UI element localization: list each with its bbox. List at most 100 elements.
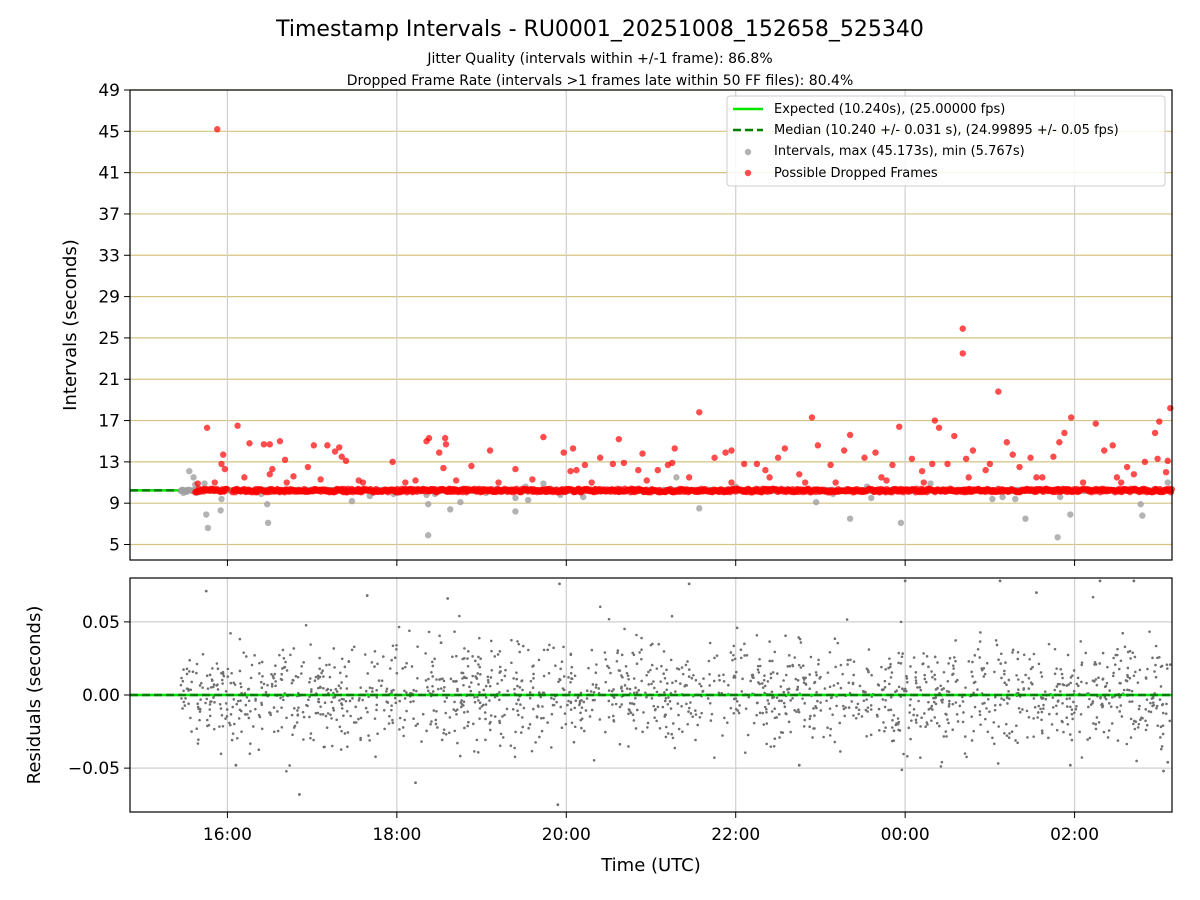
residual-point xyxy=(802,676,805,679)
residual-point xyxy=(1126,688,1129,692)
dropped-frame-point xyxy=(920,479,927,486)
residual-point xyxy=(1111,696,1114,699)
residual-point xyxy=(416,676,419,680)
residual-point xyxy=(1094,727,1098,731)
residual-point xyxy=(1158,698,1162,701)
residual-point xyxy=(656,705,660,709)
residual-point xyxy=(808,687,812,691)
residual-point xyxy=(901,687,904,690)
residual-point xyxy=(905,674,908,678)
legend-median-label: Median (10.240 +/- 0.031 s), (24.99895 +… xyxy=(774,123,1119,138)
residual-point xyxy=(782,690,786,694)
residual-point xyxy=(809,655,813,659)
residual-point xyxy=(550,712,554,716)
residual-point xyxy=(945,713,948,716)
residual-point xyxy=(979,631,982,634)
residual-point xyxy=(280,678,284,682)
residual-point xyxy=(649,668,652,672)
dropped-frame-point xyxy=(762,466,769,474)
residual-point xyxy=(516,709,519,712)
residual-point xyxy=(866,710,869,713)
residual-point xyxy=(1017,707,1021,710)
residual-point xyxy=(484,696,488,699)
residual-point xyxy=(401,726,405,729)
residual-point xyxy=(796,685,800,689)
residual-point xyxy=(775,696,779,699)
residual-point xyxy=(640,679,643,683)
residual-point xyxy=(983,672,987,676)
residual-point xyxy=(394,701,398,705)
residual-point xyxy=(573,674,577,678)
residual-point xyxy=(584,709,588,712)
residual-point xyxy=(1161,711,1165,715)
residual-point xyxy=(878,729,881,732)
residual-point xyxy=(189,716,192,720)
residual-point xyxy=(466,664,470,668)
residual-point xyxy=(666,732,670,735)
residual-point xyxy=(970,739,974,742)
residual-point xyxy=(1072,669,1076,672)
residual-point xyxy=(935,721,939,725)
residual-point xyxy=(221,724,225,728)
residual-point xyxy=(620,687,623,690)
residual-point xyxy=(770,710,774,713)
residual-point xyxy=(1044,697,1048,701)
residual-point xyxy=(1141,716,1144,720)
residual-point xyxy=(1136,681,1140,684)
residual-point xyxy=(377,679,381,682)
residual-point xyxy=(343,665,347,669)
residual-point xyxy=(689,701,692,704)
residual-point xyxy=(484,684,488,688)
residual-point xyxy=(346,731,350,734)
residual-point xyxy=(280,725,284,729)
residual-point xyxy=(552,646,555,650)
residual-point xyxy=(334,687,338,691)
residual-point xyxy=(198,718,201,722)
residual-point xyxy=(733,657,737,661)
residual-point xyxy=(1058,682,1061,686)
residual-point xyxy=(1033,705,1037,709)
residual-point xyxy=(941,701,944,704)
residual-point xyxy=(671,736,675,740)
legend-intervals-swatch xyxy=(744,148,752,156)
residual-point xyxy=(1151,701,1155,705)
interval-point xyxy=(1137,501,1144,508)
residual-point xyxy=(281,667,284,670)
residual-point xyxy=(484,703,488,706)
residual-point xyxy=(498,719,501,723)
residual-point xyxy=(321,713,325,716)
residual-point xyxy=(248,752,252,755)
residual-point xyxy=(314,711,318,715)
residual-point xyxy=(814,705,817,708)
residual-point xyxy=(778,736,781,739)
residual-point xyxy=(708,641,712,645)
residual-point xyxy=(537,658,541,662)
dropped-frame-point xyxy=(827,461,834,469)
residual-point xyxy=(496,682,499,685)
dropped-frame-point xyxy=(808,414,816,421)
residual-point xyxy=(478,707,482,710)
residual-point xyxy=(318,656,321,660)
residual-point xyxy=(594,686,598,689)
residual-point xyxy=(1105,681,1109,685)
residual-point xyxy=(1153,670,1156,673)
residual-point xyxy=(393,696,397,700)
residual-point xyxy=(205,697,209,701)
residual-point xyxy=(640,657,643,661)
residual-point xyxy=(500,678,504,682)
residual-point xyxy=(606,664,609,668)
residual-point xyxy=(590,708,594,712)
residual-point xyxy=(339,686,343,690)
residual-point xyxy=(852,714,855,717)
residual-point xyxy=(847,706,851,709)
residual-point xyxy=(351,697,354,700)
residual-point xyxy=(357,717,360,721)
residual-point xyxy=(899,620,903,624)
legend-dropped-label: Possible Dropped Frames xyxy=(774,166,938,181)
residual-point xyxy=(215,662,219,665)
residual-point xyxy=(1133,719,1136,723)
residual-point xyxy=(618,669,622,672)
residual-point xyxy=(1042,703,1045,707)
residual-point xyxy=(670,614,674,618)
residual-point xyxy=(660,664,663,668)
